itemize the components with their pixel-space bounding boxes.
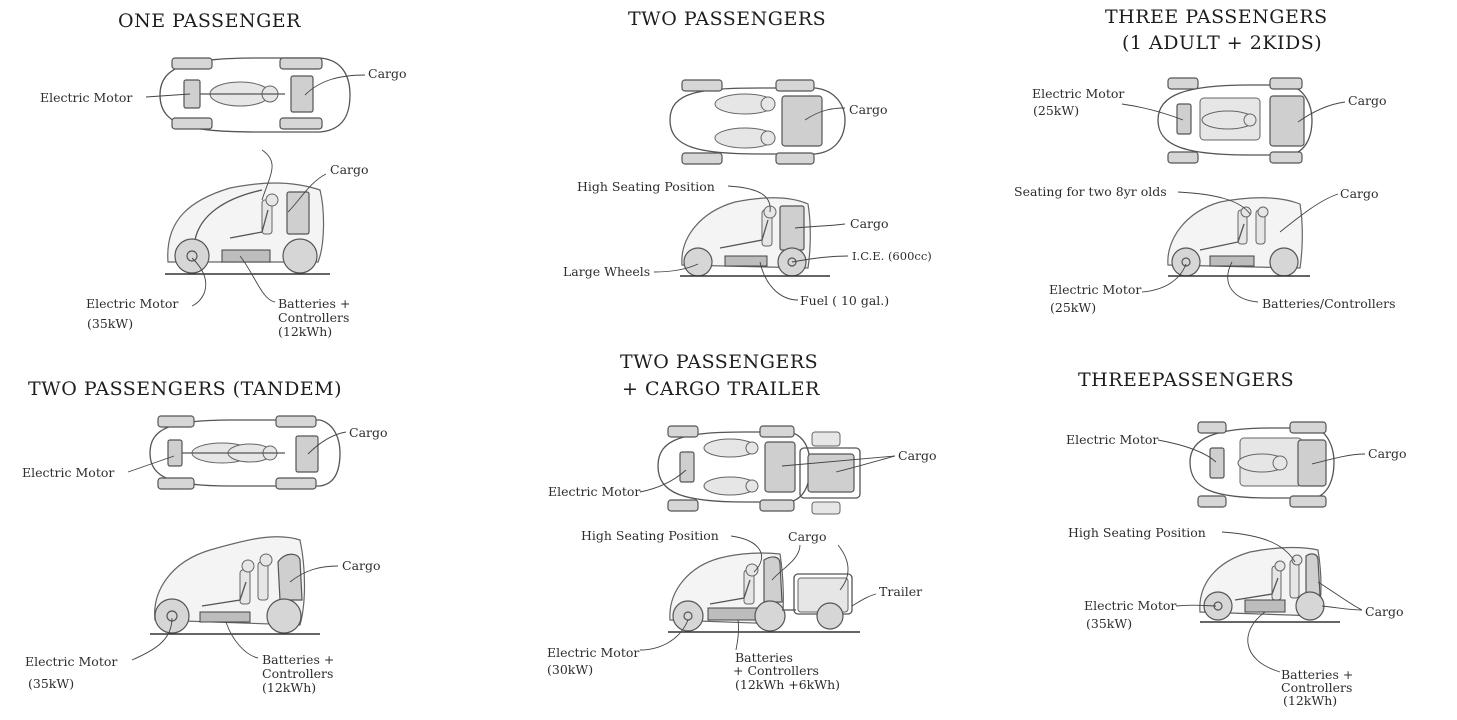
panel-title-two-passengers-trailer: TWO PASSENGERS bbox=[620, 351, 819, 373]
label-controllers: + Controllers bbox=[733, 663, 819, 678]
panel-title-three-passengers: THREE PASSENGERS bbox=[1105, 6, 1328, 28]
label-battery-capacity: (12kWh) bbox=[278, 324, 333, 339]
panel-title-three-passengers: THREEPASSENGERS bbox=[1078, 369, 1295, 391]
label-batteries: Batteries bbox=[735, 650, 793, 665]
label-cargo: Cargo bbox=[788, 529, 827, 544]
label-motor-power: (35kW) bbox=[87, 316, 134, 331]
label-electric-motor: Electric Motor bbox=[1066, 432, 1159, 447]
label-motor-power: (25kW) bbox=[1050, 300, 1097, 315]
label-batteries: Batteries + bbox=[1281, 667, 1354, 682]
panel-subtitle-cargo-trailer: + CARGO TRAILER bbox=[622, 378, 820, 400]
label-electric-motor: Electric Motor bbox=[1084, 598, 1177, 613]
panel-subtitle-adult-kids: (1 ADULT + 2KIDS) bbox=[1122, 32, 1323, 54]
label-electric-motor: Electric Motor bbox=[25, 654, 118, 669]
label-cargo: Cargo bbox=[349, 425, 388, 440]
label-electric-motor: Electric Motor bbox=[22, 465, 115, 480]
label-battery-capacity: (12kWh) bbox=[262, 680, 317, 695]
label-electric-motor: Electric Motor bbox=[86, 296, 179, 311]
label-controllers: Controllers bbox=[262, 666, 334, 681]
label-batteries-controllers: Batteries/Controllers bbox=[1262, 296, 1396, 311]
label-motor-power: (35kW) bbox=[1086, 616, 1133, 631]
label-cargo: Cargo bbox=[1340, 186, 1379, 201]
label-trailer: Trailer bbox=[879, 584, 923, 599]
label-seating-kids: Seating for two 8yr olds bbox=[1014, 184, 1167, 199]
label-controllers: Controllers bbox=[278, 310, 350, 325]
panel-title-two-passengers-tandem: TWO PASSENGERS (TANDEM) bbox=[28, 378, 343, 400]
label-high-seating-position: High Seating Position bbox=[1068, 525, 1206, 540]
label-motor-power: (35kW) bbox=[28, 676, 75, 691]
label-cargo: Cargo bbox=[1368, 446, 1407, 461]
label-motor-power: (25kW) bbox=[1033, 103, 1080, 118]
label-cargo: Cargo bbox=[850, 216, 889, 231]
label-ice-engine: I.C.E. (600cc) bbox=[852, 249, 932, 263]
label-high-seating-position: High Seating Position bbox=[577, 179, 715, 194]
panel-title-two-passengers: TWO PASSENGERS bbox=[628, 8, 827, 30]
label-electric-motor: Electric Motor bbox=[548, 484, 641, 499]
label-cargo: Cargo bbox=[898, 448, 937, 463]
label-motor-power: (30kW) bbox=[547, 662, 594, 677]
label-controllers: Controllers bbox=[1281, 680, 1353, 695]
label-cargo: Cargo bbox=[342, 558, 381, 573]
label-cargo: Cargo bbox=[849, 102, 888, 117]
label-cargo: Cargo bbox=[368, 66, 407, 81]
label-large-wheels: Large Wheels bbox=[563, 264, 651, 279]
panel-title-one-passenger: ONE PASSENGER bbox=[118, 10, 301, 32]
label-cargo: Cargo bbox=[1348, 93, 1387, 108]
label-cargo: Cargo bbox=[330, 162, 369, 177]
label-cargo: Cargo bbox=[1365, 604, 1404, 619]
label-electric-motor: Electric Motor bbox=[40, 90, 133, 105]
label-electric-motor: Electric Motor bbox=[1032, 86, 1125, 101]
label-battery-capacity: (12kWh +6kWh) bbox=[735, 677, 841, 692]
label-batteries: Batteries + bbox=[262, 652, 335, 667]
label-electric-motor: Electric Motor bbox=[1049, 282, 1142, 297]
label-high-seating-position: High Seating Position bbox=[581, 528, 719, 543]
label-fuel: Fuel ( 10 gal.) bbox=[800, 293, 890, 308]
label-battery-capacity: (12kWh) bbox=[1283, 693, 1338, 708]
label-electric-motor: Electric Motor bbox=[547, 645, 640, 660]
label-batteries: Batteries + bbox=[278, 296, 351, 311]
